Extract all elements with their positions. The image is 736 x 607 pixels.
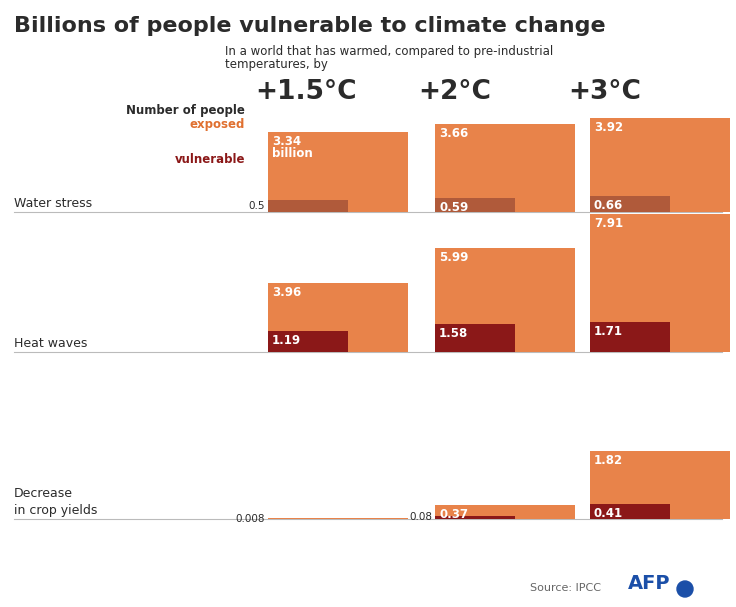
Text: Billions of people vulnerable to climate change: Billions of people vulnerable to climate… bbox=[14, 16, 606, 36]
Text: 1.71: 1.71 bbox=[594, 325, 623, 338]
Text: Water stress: Water stress bbox=[14, 197, 92, 210]
Text: temperatures, by: temperatures, by bbox=[225, 58, 328, 71]
Bar bbox=[435, 325, 514, 352]
Bar bbox=[435, 516, 514, 519]
Text: Decrease
in crop yields: Decrease in crop yields bbox=[14, 487, 97, 517]
Text: 3.66: 3.66 bbox=[439, 127, 468, 140]
Text: billion: billion bbox=[272, 147, 313, 160]
Bar bbox=[435, 124, 575, 212]
Text: 0.008: 0.008 bbox=[236, 514, 265, 524]
Bar bbox=[590, 214, 730, 352]
Text: 3.34: 3.34 bbox=[272, 135, 301, 148]
Text: 0.41: 0.41 bbox=[594, 507, 623, 520]
Text: Source: IPCC: Source: IPCC bbox=[530, 583, 601, 593]
Text: In a world that has warmed, compared to pre-industrial: In a world that has warmed, compared to … bbox=[225, 45, 553, 58]
Text: 0.08: 0.08 bbox=[409, 512, 432, 523]
Text: exposed: exposed bbox=[190, 118, 245, 131]
Bar bbox=[590, 504, 670, 519]
Bar bbox=[590, 451, 730, 519]
Text: Heat waves: Heat waves bbox=[14, 337, 88, 350]
Bar bbox=[590, 196, 670, 212]
Bar bbox=[268, 200, 348, 212]
Text: 0.59: 0.59 bbox=[439, 201, 468, 214]
Bar bbox=[268, 518, 408, 519]
Text: 0.66: 0.66 bbox=[594, 199, 623, 212]
Text: 1.58: 1.58 bbox=[439, 328, 468, 341]
Text: 3.96: 3.96 bbox=[272, 286, 301, 299]
Bar bbox=[268, 283, 408, 352]
Bar bbox=[268, 132, 408, 212]
Text: AFP: AFP bbox=[628, 574, 670, 593]
Text: +1.5°C: +1.5°C bbox=[255, 79, 356, 105]
Text: 0.37: 0.37 bbox=[439, 508, 468, 521]
Text: 0.04: 0.04 bbox=[272, 520, 301, 534]
Text: 1.19: 1.19 bbox=[272, 334, 301, 347]
Text: 0.5: 0.5 bbox=[249, 201, 265, 211]
Bar bbox=[435, 505, 575, 519]
Text: vulnerable: vulnerable bbox=[174, 154, 245, 166]
Text: 7.91: 7.91 bbox=[594, 217, 623, 230]
Bar bbox=[268, 331, 348, 352]
Text: 3.92: 3.92 bbox=[594, 121, 623, 134]
Text: +2°C: +2°C bbox=[418, 79, 491, 105]
Text: +3°C: +3°C bbox=[568, 79, 641, 105]
Text: 5.99: 5.99 bbox=[439, 251, 468, 263]
Bar bbox=[590, 118, 730, 212]
Bar bbox=[590, 322, 670, 352]
Text: 1.82: 1.82 bbox=[594, 454, 623, 467]
Bar bbox=[435, 198, 514, 212]
Circle shape bbox=[677, 581, 693, 597]
Bar bbox=[435, 248, 575, 352]
Text: Number of people: Number of people bbox=[126, 104, 245, 117]
